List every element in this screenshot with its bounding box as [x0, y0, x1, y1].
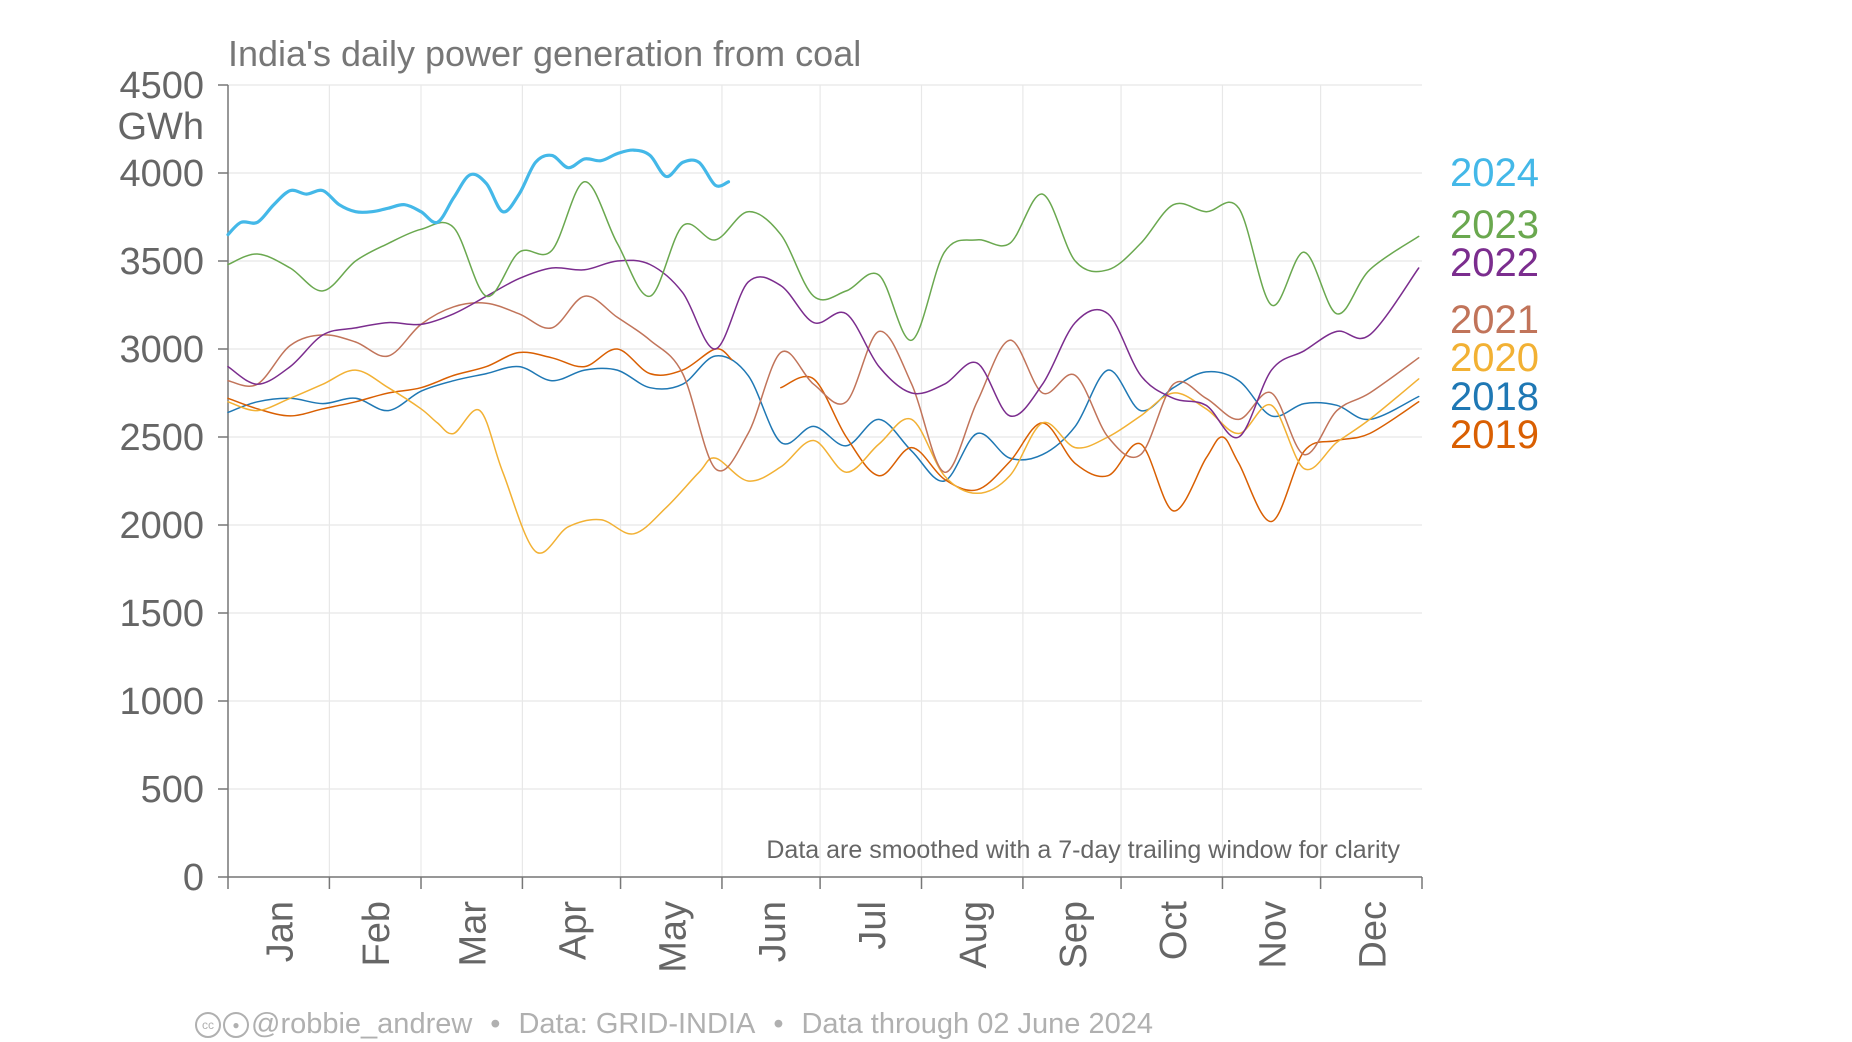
legend-label-2022: 2022 [1450, 241, 1539, 285]
footer-through: Data through 02 June 2024 [801, 1008, 1153, 1040]
x-tick-label: Nov [1253, 901, 1295, 969]
footer-separator: • [490, 1008, 501, 1040]
y-tick-label: 3500 [119, 241, 204, 283]
y-tick-label: 4000 [119, 153, 204, 195]
y-unit-label: GWh [117, 106, 204, 148]
x-tick-label: Apr [552, 901, 594, 960]
legend-label-2020: 2020 [1450, 336, 1539, 380]
chart: India's daily power generation from coal… [117, 33, 1539, 973]
x-tick-label: Aug [953, 901, 995, 969]
grid [228, 84, 1422, 878]
series-line-2019 [780, 375, 1420, 523]
y-tick-label: 1500 [119, 593, 204, 635]
y-tick-label: 4500 [119, 65, 204, 107]
y-tick-label: 2500 [119, 417, 204, 459]
legend-label-2024: 2024 [1450, 151, 1539, 195]
series-line-2021 [227, 295, 1420, 473]
legend-label-2018: 2018 [1450, 375, 1539, 419]
attribution-icon: ● [223, 1012, 249, 1039]
cc-icon: cc [195, 1012, 221, 1039]
x-tick-label: Dec [1352, 901, 1394, 969]
x-tick-label: Mar [453, 901, 495, 967]
legend-label-2019: 2019 [1450, 413, 1539, 457]
series-line-2023 [227, 181, 1420, 341]
x-tick-label: Feb [356, 901, 398, 966]
legend-label-2023: 2023 [1450, 203, 1539, 247]
y-tick-label: 0 [183, 857, 204, 899]
x-tick-label: Jan [260, 901, 302, 962]
series-lines [226, 148, 1420, 554]
y-tick-label: 1000 [119, 681, 204, 723]
x-tick-label: Oct [1153, 901, 1195, 961]
legend-label-2021: 2021 [1450, 298, 1539, 342]
footer-handle: @robbie_andrew [251, 1008, 473, 1040]
x-tick-label: Sep [1053, 901, 1095, 969]
x-tick-label: May [652, 901, 694, 973]
footer-separator: • [773, 1008, 784, 1040]
footer-source: Data: GRID-INDIA [518, 1008, 756, 1040]
series-line-2018 [227, 355, 1420, 482]
series-line-2022 [227, 259, 1420, 439]
smoothing-note: Data are smoothed with a 7-day trailing … [766, 836, 1400, 864]
x-axis: Jan Feb Mar Apr May Jun Jul Aug Sep Oct Nov Dec [227, 876, 1423, 973]
series-line-2024 [226, 148, 731, 237]
x-tick-label: Jun [752, 901, 794, 962]
y-tick-label: 2000 [119, 505, 204, 547]
footer: cc ● @robbie_andrew • Data: GRID-INDIA • Data … [195, 1008, 1153, 1041]
x-tick-label: Jul [852, 901, 894, 950]
chart-title: India's daily power generation from coal [228, 33, 861, 74]
series-line-2019 [227, 348, 733, 417]
series-line-2020 [227, 369, 1420, 554]
y-tick-label: 500 [141, 769, 204, 811]
y-tick-label: 3000 [119, 329, 204, 371]
